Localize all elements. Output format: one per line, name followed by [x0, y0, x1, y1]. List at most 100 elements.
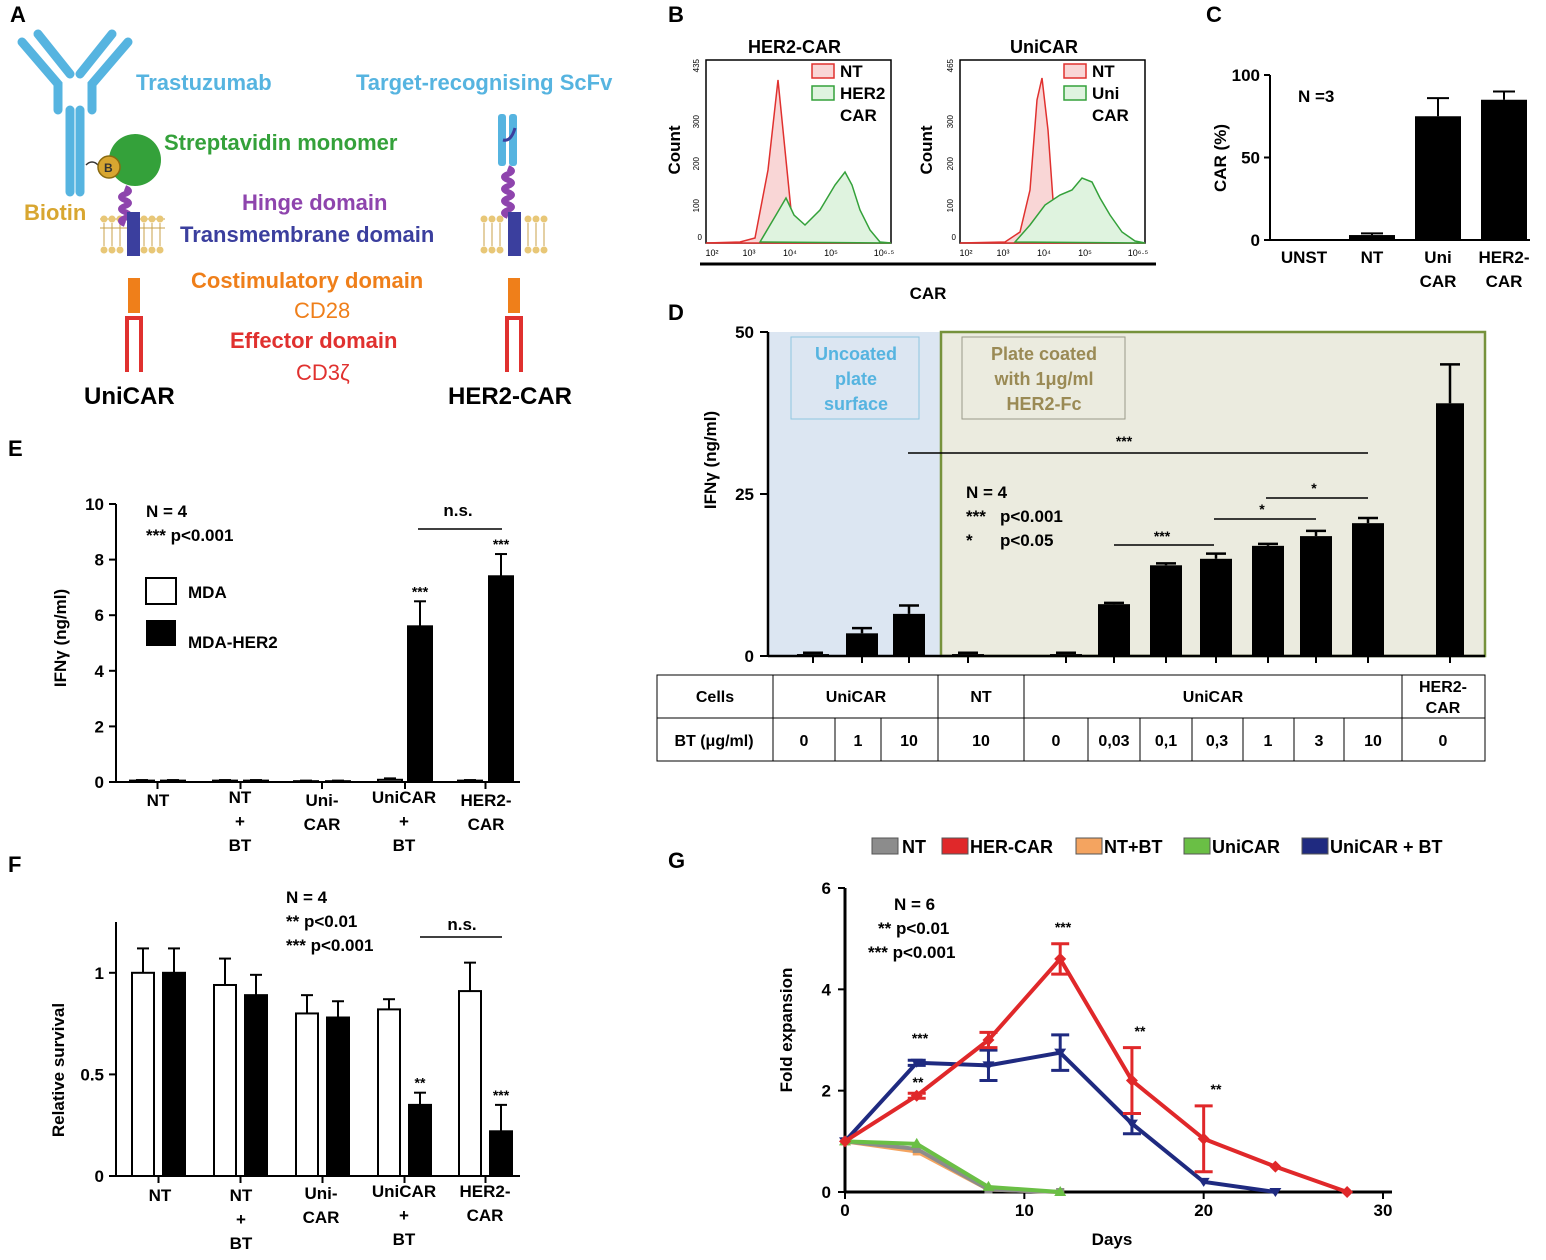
y-tick-label: 0 [822, 1183, 831, 1202]
y-tick: 300 [946, 114, 955, 128]
data-point [1054, 952, 1067, 965]
p-label-1: ** p<0.01 [878, 919, 949, 938]
data-point [1125, 1119, 1138, 1129]
y-tick-label: 25 [735, 485, 754, 504]
category-label: NT [1361, 248, 1384, 267]
legend-label-unicar-bt: UniCAR + BT [1330, 837, 1443, 857]
panel-e-chart: 0 2 4 6 8 10 *** *** IFNγ (ng/ml) N = 4 *** p<0… [51, 495, 520, 855]
panel-label-g: G [668, 848, 685, 873]
data-point [910, 1137, 923, 1148]
bar [1281, 239, 1327, 240]
coated-line: HER2-Fc [1006, 394, 1081, 414]
y-tick: 300 [692, 114, 701, 128]
y-tick-label: 6 [95, 606, 104, 625]
uncoated-label-box [790, 336, 920, 420]
bar [1098, 604, 1130, 656]
legend-mda-swatch [145, 577, 177, 605]
biotin-label: Biotin [24, 200, 86, 225]
x-tick: 10³ [742, 248, 755, 258]
y-tick-label: 10 [85, 495, 104, 514]
y-tick-label: 100 [1232, 66, 1260, 85]
category-label: Uni [1424, 248, 1451, 267]
fold-expansion-lines: 0 2 4 6 0 10 20 30 [822, 879, 1393, 1220]
x-axis-label: Days [1092, 1230, 1133, 1249]
data-point [1269, 1160, 1282, 1173]
unicar-construct-icon [118, 185, 143, 372]
y-tick-label: 0 [1251, 231, 1260, 250]
y-tick: 0 [698, 233, 703, 242]
panel-label-a: A [10, 2, 26, 27]
legend-label-unicar: UniCAR [1212, 837, 1280, 857]
legend-swatch-unicar [1183, 837, 1211, 855]
table-bt-value: 0,3 [1206, 733, 1228, 750]
data-point [1341, 1186, 1354, 1198]
histogram-title: HER2-CAR [748, 37, 841, 57]
significance-annotation: ** [913, 1074, 924, 1090]
y-tick-label: 8 [95, 551, 104, 570]
legend-mda-label: MDA [188, 583, 227, 602]
category-label: + [399, 812, 409, 831]
n-label: N = 4 [286, 888, 328, 907]
x-tick-label: 20 [1194, 1201, 1213, 1220]
category-label: CAR [304, 815, 341, 834]
coated-line: Plate coated [991, 344, 1097, 364]
car-axis-label: CAR [910, 284, 947, 303]
legend-g: NT HER-CAR NT+BT UniCAR UniCAR + BT [871, 837, 1443, 857]
panel-label-e: E [8, 436, 23, 461]
category-label: BT [229, 836, 252, 855]
p-label: *** p<0.001 [146, 526, 233, 545]
bar-mda [377, 778, 403, 784]
panel-label-d: D [668, 300, 684, 325]
p-star-2: * [966, 531, 973, 550]
panel-label-b: B [668, 2, 684, 27]
category-label: HER2- [460, 791, 511, 810]
y-axis-label: Fold expansion [777, 968, 796, 1093]
category-label: CAR [303, 1208, 340, 1227]
y-axis-label: Relative survival [49, 1003, 68, 1137]
y-max-tick: 465 [946, 58, 955, 72]
p-label-1: ** p<0.01 [286, 912, 357, 931]
coated-line: with 1μg/ml [993, 369, 1093, 389]
bar [1415, 116, 1461, 240]
bar [1050, 654, 1082, 656]
bar-mda [458, 990, 482, 1178]
x-tick: 10⁴ [1037, 248, 1051, 258]
legend-car-label-1: Uni [1092, 84, 1119, 103]
significance-stars: *** [412, 583, 429, 599]
count-label: Count [665, 125, 684, 174]
bar-mda [131, 971, 155, 1177]
bar [1436, 403, 1464, 656]
category-label: BT [393, 836, 416, 855]
bar-mda-her2 [162, 971, 186, 1177]
legend-label-ntbt: NT+BT [1104, 837, 1163, 857]
uncoated-line: surface [824, 394, 888, 414]
category-label: BT [230, 1234, 253, 1253]
table-bt-value: 0,03 [1098, 733, 1129, 750]
her2car-title: HER2-CAR [448, 383, 572, 410]
y-tick-label: 4 [822, 980, 832, 999]
data-point [1197, 1132, 1210, 1145]
category-label: CAR [468, 815, 505, 834]
car-percent-bars: 0 50 100 [1232, 66, 1530, 250]
survival-bars-f: 00.51***** [80, 922, 520, 1186]
table-group: NT [970, 689, 992, 706]
x-tick-label: 10 [1015, 1201, 1034, 1220]
y-tick-label: 4 [95, 662, 105, 681]
cell-membrane-right [480, 215, 548, 254]
data-point [910, 1089, 923, 1102]
y-tick: 100 [692, 198, 701, 212]
legend-mdaher2-label: MDA-HER2 [188, 633, 278, 652]
panel-d-chart: Uncoated plate surface Plate coated with… [656, 323, 1487, 762]
p-label-2: *** p<0.001 [286, 936, 373, 955]
streptavidin-label: Streptavidin monomer [164, 130, 398, 155]
coated-label-box [961, 336, 1126, 420]
data-point [910, 1058, 923, 1068]
table-cells-header: Cells [696, 689, 734, 706]
bar [797, 654, 829, 656]
table-bt-value: 1 [1264, 733, 1273, 750]
bar-mda [213, 983, 237, 1177]
trastuzumab-label: Trastuzumab [136, 70, 272, 95]
y-axis-label: IFNγ (ng/ml) [51, 589, 70, 687]
table-bt-value: 0 [1439, 733, 1448, 750]
data-point [982, 1180, 995, 1191]
